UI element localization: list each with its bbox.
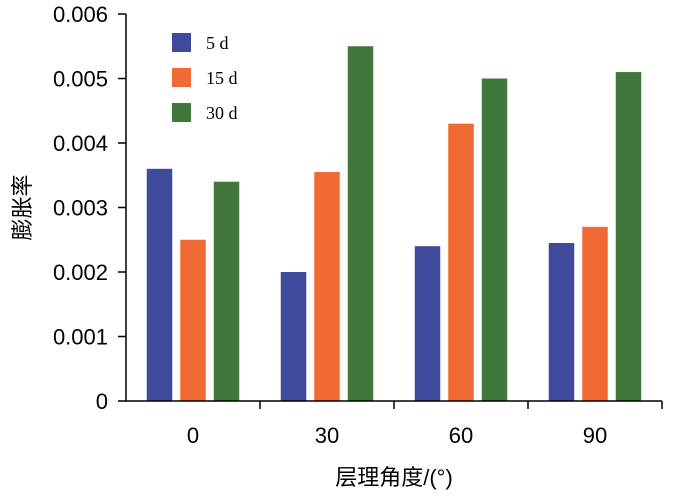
legend-swatch [172, 68, 191, 87]
bar-30d-60 [481, 78, 508, 401]
legend-label: 30 d [206, 103, 238, 123]
x-tick-label: 30 [315, 423, 339, 448]
legend-label: 5 d [206, 33, 229, 53]
y-tick-label: 0.002 [53, 260, 108, 285]
x-ticks-group: 0 30 60 90 [187, 401, 663, 448]
y-tick-label: 0.006 [53, 2, 108, 27]
y-tick-label: 0.001 [53, 325, 108, 350]
bar-30d-90 [615, 72, 642, 402]
legend-label: 15 d [206, 68, 238, 88]
bar-30d-0 [213, 181, 240, 401]
bar-15d-0 [180, 239, 206, 401]
x-tick-label: 60 [449, 423, 473, 448]
y-tick-label: 0.005 [53, 67, 108, 92]
x-axis-title: 层理角度/(°) [335, 465, 453, 490]
bar-15d-90 [582, 226, 608, 401]
bar-30d-30 [347, 46, 374, 401]
bar-5d-90 [548, 242, 575, 401]
y-tick-label: 0.003 [53, 196, 108, 221]
legend-swatch [172, 103, 191, 122]
bar-5d-30 [280, 272, 307, 401]
bar-5d-60 [414, 246, 441, 401]
bar-15d-60 [448, 123, 474, 402]
y-axis-title: 膨胀率 [10, 174, 35, 240]
bar-15d-30 [314, 172, 340, 401]
legend: 5 d 15 d 30 d [172, 33, 238, 123]
y-tick-label: 0.004 [53, 131, 108, 156]
x-tick-label: 90 [583, 423, 607, 448]
y-ticks-group: 0 0.001 0.002 0.003 0.004 0.005 0.006 [53, 2, 126, 414]
legend-swatch [172, 33, 191, 52]
x-tick-label: 0 [187, 423, 199, 448]
bars-group [146, 46, 642, 402]
bar-5d-0 [146, 168, 173, 401]
y-tick-label: 0 [96, 389, 108, 414]
